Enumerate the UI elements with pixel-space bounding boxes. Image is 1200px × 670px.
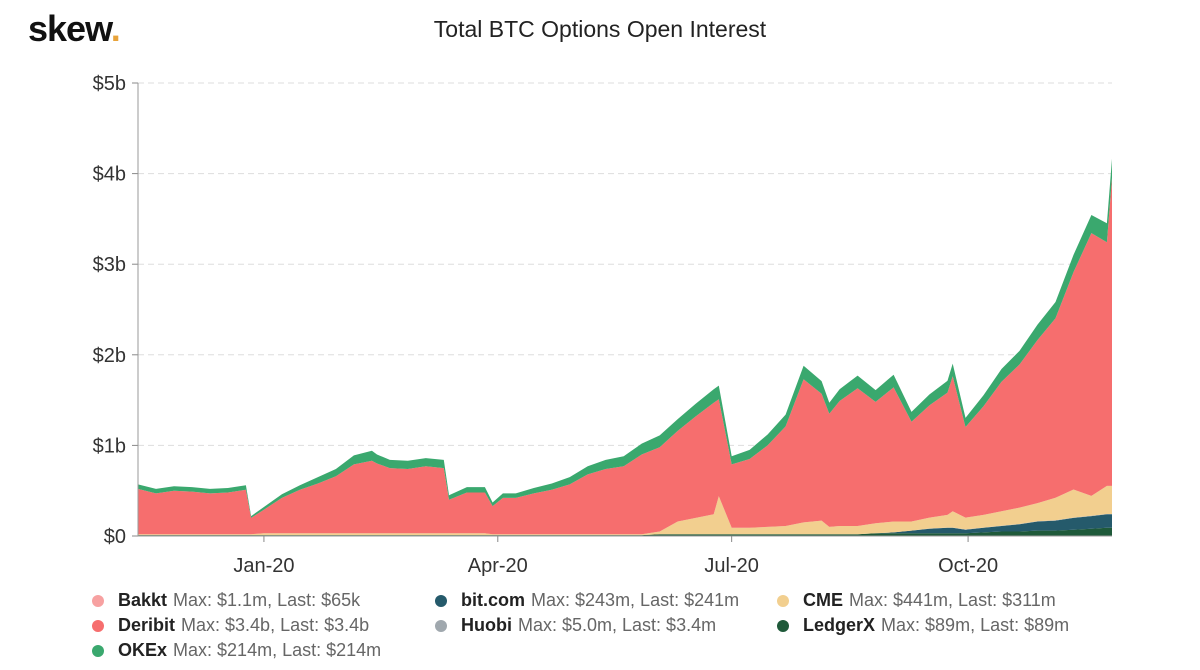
x-tick-label: Oct-20 bbox=[938, 555, 998, 577]
legend-series-stats: Max: $214m, Last: $214m bbox=[173, 640, 382, 660]
legend-series-stats: Max: $5.0m, Last: $3.4m bbox=[518, 615, 717, 635]
gridlines bbox=[138, 82, 1112, 446]
legend-dot-icon bbox=[777, 594, 789, 607]
y-tick-label: $5b bbox=[93, 73, 126, 95]
legend-item-deribit[interactable]: Deribit Max: $3.4b, Last: $3.4b bbox=[92, 615, 369, 636]
skew-logo: skew. bbox=[28, 8, 121, 50]
legend-dot-icon bbox=[435, 594, 447, 607]
y-tick-label: $0 bbox=[104, 526, 126, 548]
stacked-areas bbox=[138, 158, 1112, 536]
legend-series-stats: Max: $3.4b, Last: $3.4b bbox=[181, 615, 370, 635]
x-tick-label: Apr-20 bbox=[468, 555, 528, 577]
legend-series-name: Bakkt bbox=[118, 590, 168, 610]
logo-dot: . bbox=[110, 8, 121, 49]
legend-series-name: LedgerX bbox=[803, 615, 876, 635]
axes: $0 $1b $2b $3b $4b $5b Jan-20 Apr-20 Jul-20 Oct-2… bbox=[93, 73, 1112, 577]
legend-item-ledgerx[interactable]: LedgerX Max: $89m, Last: $89m bbox=[777, 615, 1069, 636]
legend-series-stats: Max: $441m, Last: $311m bbox=[849, 590, 1056, 610]
legend-series-name: bit.com bbox=[461, 590, 526, 610]
chart-legend: Bakkt Max: $1.1m, Last: $65k bit.com Max: $… bbox=[92, 590, 1192, 666]
legend-item-okex[interactable]: OKEx Max: $214m, Last: $214m bbox=[92, 640, 381, 661]
x-tick-label: Jul-20 bbox=[704, 555, 758, 577]
open-interest-chart: $0 $1b $2b $3b $4b $5b Jan-20 Apr-20 Jul-20 Oct-2… bbox=[93, 73, 1112, 577]
logo-text: skew bbox=[28, 8, 112, 49]
x-tick-label: Jan-20 bbox=[233, 555, 294, 577]
area-ledgerx bbox=[138, 527, 1112, 536]
legend-dot-icon bbox=[435, 619, 447, 632]
legend-item-bit-com[interactable]: bit.com Max: $243m, Last: $241m bbox=[435, 590, 739, 611]
y-tick-label: $3b bbox=[93, 254, 126, 276]
y-tick-label: $4b bbox=[93, 164, 126, 186]
legend-series-name: CME bbox=[803, 590, 843, 610]
legend-item-cme[interactable]: CME Max: $441m, Last: $311m bbox=[777, 590, 1056, 611]
legend-series-name: OKEx bbox=[118, 640, 168, 660]
legend-dot-icon bbox=[92, 594, 104, 607]
legend-dot-icon bbox=[777, 619, 789, 632]
legend-dot-icon bbox=[92, 619, 104, 632]
legend-series-stats: Max: $89m, Last: $89m bbox=[881, 615, 1070, 635]
y-tick-label: $1b bbox=[93, 435, 126, 457]
area-deribit bbox=[138, 177, 1112, 535]
chart-title: Total BTC Options Open Interest bbox=[433, 16, 767, 42]
y-tick-label: $2b bbox=[93, 345, 126, 367]
legend-dot-icon bbox=[92, 644, 104, 657]
legend-series-name: Huobi bbox=[461, 615, 512, 635]
legend-series-stats: Max: $1.1m, Last: $65k bbox=[173, 590, 361, 610]
legend-item-bakkt[interactable]: Bakkt Max: $1.1m, Last: $65k bbox=[92, 590, 360, 611]
legend-series-stats: Max: $243m, Last: $241m bbox=[531, 590, 740, 610]
legend-series-name: Deribit bbox=[118, 615, 176, 635]
legend-item-huobi[interactable]: Huobi Max: $5.0m, Last: $3.4m bbox=[435, 615, 716, 636]
